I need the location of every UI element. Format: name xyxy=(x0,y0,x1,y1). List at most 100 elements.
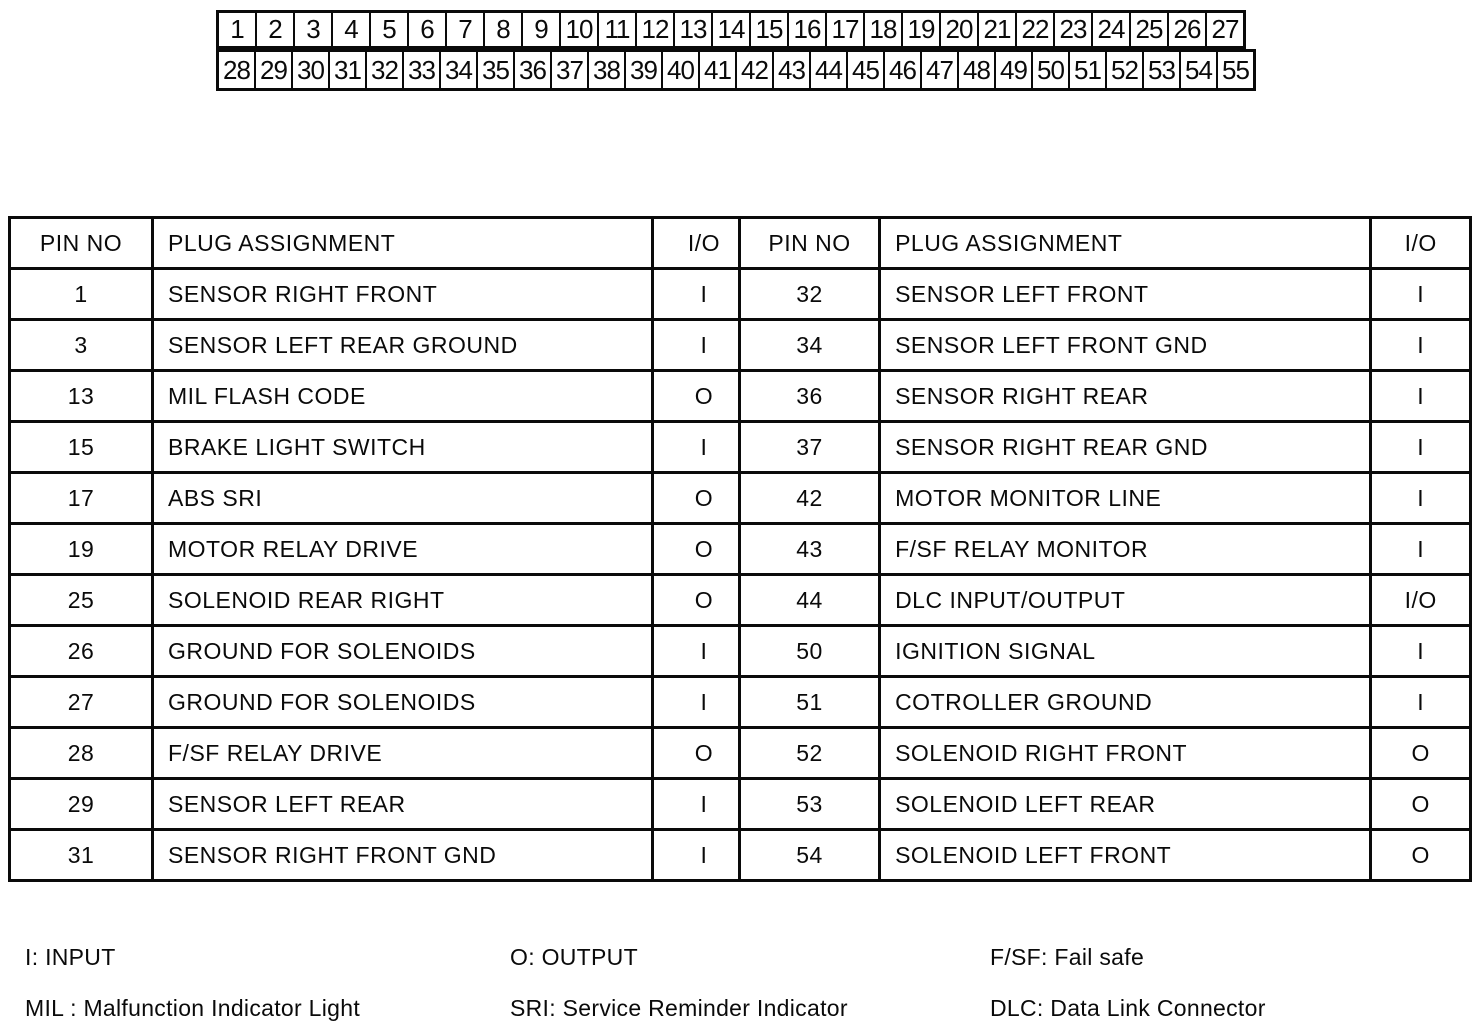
assignment-cell: MIL FLASH CODE xyxy=(151,369,654,423)
pin-cell: 50 xyxy=(1033,52,1070,88)
pin-cell: 42 xyxy=(737,52,774,88)
pin-cell: 33 xyxy=(404,52,441,88)
assignment-cell: SENSOR LEFT FRONT xyxy=(878,267,1373,321)
pin-cell: 53 xyxy=(1144,52,1181,88)
legend-input: I: INPUT xyxy=(25,944,116,970)
pin-cell: 48 xyxy=(959,52,996,88)
pin-cell: 49 xyxy=(996,52,1033,88)
assignment-cell: SENSOR LEFT REAR xyxy=(151,777,654,831)
io-cell: I/O xyxy=(1369,573,1472,627)
assignment-cell: F/SF RELAY DRIVE xyxy=(151,726,654,780)
table-row: 19 MOTOR RELAY DRIVE O xyxy=(8,522,757,576)
io-cell: I xyxy=(1369,318,1472,372)
table-row: 50 IGNITION SIGNAL I xyxy=(737,624,1472,678)
assignment-cell: SOLENOID LEFT FRONT xyxy=(878,828,1373,882)
io-cell: I xyxy=(1369,522,1472,576)
pin-cell: 10 xyxy=(561,13,599,46)
io-cell: I xyxy=(1369,369,1472,423)
table-row: 25 SOLENOID REAR RIGHT O xyxy=(8,573,757,627)
pin-no-cell: 13 xyxy=(8,369,154,423)
pin-cell: 25 xyxy=(1131,13,1169,46)
assignment-cell: SENSOR LEFT FRONT GND xyxy=(878,318,1373,372)
pin-no-cell: 42 xyxy=(737,471,882,525)
pin-cell: 17 xyxy=(827,13,865,46)
assignment-cell: IGNITION SIGNAL xyxy=(878,624,1373,678)
pin-cell: 9 xyxy=(523,13,561,46)
legend-output: O: OUTPUT xyxy=(510,944,638,970)
pin-no-cell: 32 xyxy=(737,267,882,321)
io-cell: I xyxy=(1369,267,1472,321)
table-row: 36 SENSOR RIGHT REAR I xyxy=(737,369,1472,423)
assignment-cell: SENSOR RIGHT REAR GND xyxy=(878,420,1373,474)
pin-cell: 18 xyxy=(865,13,903,46)
pin-cell: 8 xyxy=(485,13,523,46)
table-row: 17 ABS SRI O xyxy=(8,471,757,525)
table-row: 13 MIL FLASH CODE O xyxy=(8,369,757,423)
pin-cell: 45 xyxy=(848,52,885,88)
pin-no-cell: 26 xyxy=(8,624,154,678)
pin-cell: 55 xyxy=(1222,54,1250,85)
pin-cell: 32 xyxy=(367,52,404,88)
pin-table-right: PIN NO PLUG ASSIGNMENT I/O 32 SENSOR LEFT… xyxy=(737,216,1472,882)
assignment-cell: MOTOR RELAY DRIVE xyxy=(151,522,654,576)
pin-no-cell: 50 xyxy=(737,624,882,678)
assignment-cell: DLC INPUT/OUTPUT xyxy=(878,573,1373,627)
connector-bottom-row: 28 29 30 31 32 33 34 35 36 37 38 39 40 41 42 43 44 45 46 47… xyxy=(216,49,1256,91)
pin-cell: 31 xyxy=(330,52,367,88)
pin-cell: 21 xyxy=(979,13,1017,46)
pin-cell: 1 xyxy=(219,13,257,46)
table-row: 44 DLC INPUT/OUTPUT I/O xyxy=(737,573,1472,627)
header-plug-assignment: PLUG ASSIGNMENT xyxy=(878,216,1373,270)
assignment-cell: SENSOR RIGHT FRONT xyxy=(151,267,654,321)
pin-table-left: PIN NO PLUG ASSIGNMENT I/O 1 SENSOR RIGHT… xyxy=(8,216,757,882)
pin-cell: 39 xyxy=(626,52,663,88)
pin-cell: 52 xyxy=(1107,52,1144,88)
pin-cell: 24 xyxy=(1093,13,1131,46)
table-row: 3 SENSOR LEFT REAR GROUND I xyxy=(8,318,757,372)
pin-cell: 51 xyxy=(1070,52,1107,88)
table-row: 52 SOLENOID RIGHT FRONT O xyxy=(737,726,1472,780)
pin-no-cell: 37 xyxy=(737,420,882,474)
pin-cell: 29 xyxy=(256,52,293,88)
io-cell: I xyxy=(1369,624,1472,678)
pin-no-cell: 52 xyxy=(737,726,882,780)
assignment-cell: SOLENOID REAR RIGHT xyxy=(151,573,654,627)
table-row: 42 MOTOR MONITOR LINE I xyxy=(737,471,1472,525)
header-io: I/O xyxy=(1369,216,1472,270)
pin-no-cell: 15 xyxy=(8,420,154,474)
pin-cell: 2 xyxy=(257,13,295,46)
pin-cell: 43 xyxy=(774,52,811,88)
pin-no-cell: 19 xyxy=(8,522,154,576)
pin-cell: 41 xyxy=(700,52,737,88)
pin-cell: 11 xyxy=(599,13,637,46)
pin-cell: 12 xyxy=(637,13,675,46)
pin-no-cell: 51 xyxy=(737,675,882,729)
assignment-cell: SOLENOID RIGHT FRONT xyxy=(878,726,1373,780)
table-row: 26 GROUND FOR SOLENOIDS I xyxy=(8,624,757,678)
io-cell: O xyxy=(1369,828,1472,882)
header-pin-no: PIN NO xyxy=(8,216,154,270)
pin-cell: 16 xyxy=(789,13,827,46)
table-row: 51 COTROLLER GROUND I xyxy=(737,675,1472,729)
pin-cell: 54 xyxy=(1181,52,1218,88)
table-row: 53 SOLENOID LEFT REAR O xyxy=(737,777,1472,831)
pin-no-cell: 1 xyxy=(8,267,154,321)
pin-cell: 37 xyxy=(552,52,589,88)
pin-table-left-body: 1 SENSOR RIGHT FRONT I 3 SENSOR LEFT REAR GR… xyxy=(8,267,757,882)
legend-dlc: DLC: Data Link Connector xyxy=(990,995,1266,1021)
table-row: 54 SOLENOID LEFT FRONT O xyxy=(737,828,1472,882)
table-row: 31 SENSOR RIGHT FRONT GND I xyxy=(8,828,757,882)
io-cell: I xyxy=(1369,471,1472,525)
table-row: 32 SENSOR LEFT FRONT I xyxy=(737,267,1472,321)
pin-cell: 19 xyxy=(903,13,941,46)
pin-no-cell: 31 xyxy=(8,828,154,882)
assignment-cell: GROUND FOR SOLENOIDS xyxy=(151,675,654,729)
legend-fsf: F/SF: Fail safe xyxy=(990,944,1145,970)
pin-cell: 30 xyxy=(293,52,330,88)
assignment-cell: MOTOR MONITOR LINE xyxy=(878,471,1373,525)
assignment-cell: F/SF RELAY MONITOR xyxy=(878,522,1373,576)
assignment-cell: SENSOR LEFT REAR GROUND xyxy=(151,318,654,372)
pin-cell: 14 xyxy=(713,13,751,46)
pin-no-cell: 43 xyxy=(737,522,882,576)
pin-cell: 23 xyxy=(1055,13,1093,46)
